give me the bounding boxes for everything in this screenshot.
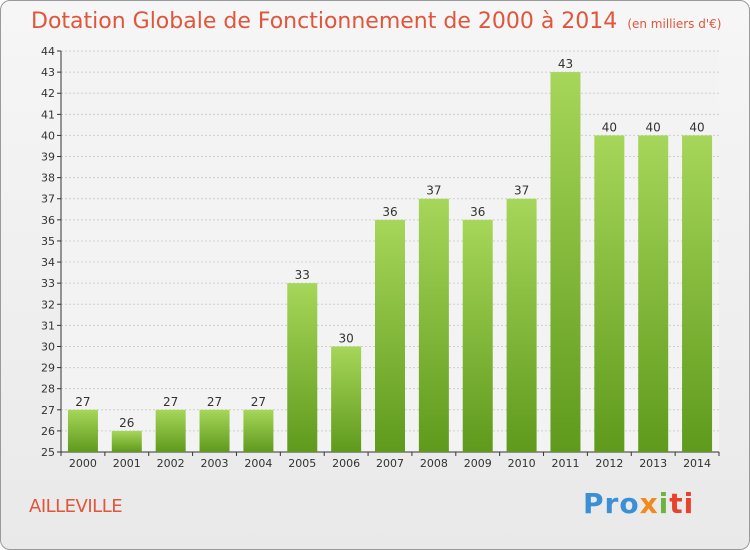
x-tick-label: 2000 xyxy=(69,457,97,470)
y-tick-label: 36 xyxy=(41,214,55,227)
y-tick-label: 26 xyxy=(41,425,55,438)
y-tick-label: 39 xyxy=(41,151,55,164)
data-label: 43 xyxy=(558,57,573,71)
data-label: 30 xyxy=(338,331,353,345)
data-label: 37 xyxy=(426,184,441,198)
data-label: 27 xyxy=(75,395,90,409)
data-label: 27 xyxy=(251,395,266,409)
chart-title: Dotation Globale de Fonctionnement de 20… xyxy=(31,9,721,34)
x-tick-label: 2003 xyxy=(201,457,229,470)
bar xyxy=(331,346,362,452)
bar xyxy=(506,198,537,452)
x-tick-label: 2009 xyxy=(464,457,492,470)
y-tick-label: 31 xyxy=(41,319,55,332)
x-tick-label: 2002 xyxy=(157,457,185,470)
bar xyxy=(155,409,186,452)
proxiti-logo: Proxiti xyxy=(583,487,694,520)
x-tick-label: 2004 xyxy=(244,457,272,470)
y-tick-label: 28 xyxy=(41,383,55,396)
y-tick-label: 32 xyxy=(41,298,55,311)
data-label: 33 xyxy=(295,268,310,282)
chart-title-text: Dotation Globale de Fonctionnement de 20… xyxy=(31,9,618,34)
x-tick-label: 2010 xyxy=(508,457,536,470)
bar xyxy=(287,283,318,452)
y-tick-label: 34 xyxy=(41,256,55,269)
y-tick-label: 44 xyxy=(41,45,55,58)
x-tick-label: 2006 xyxy=(332,457,360,470)
y-tick-label: 38 xyxy=(41,172,55,185)
bar xyxy=(243,409,274,452)
x-tick-label: 2008 xyxy=(420,457,448,470)
data-label: 36 xyxy=(470,205,485,219)
commune-name: AILLEVILLE xyxy=(29,496,123,517)
logo-part-1: Pro xyxy=(583,487,640,520)
x-tick-label: 2012 xyxy=(595,457,623,470)
bar xyxy=(594,135,625,452)
y-tick-label: 42 xyxy=(41,87,55,100)
logo-part-2: x xyxy=(639,487,659,520)
y-tick-label: 25 xyxy=(41,446,55,459)
bar xyxy=(550,72,581,453)
data-label: 40 xyxy=(602,120,617,134)
y-tick-label: 41 xyxy=(41,108,55,121)
data-label: 27 xyxy=(207,395,222,409)
x-tick-label: 2005 xyxy=(288,457,316,470)
bar xyxy=(418,198,449,452)
bar xyxy=(682,135,713,452)
data-label: 36 xyxy=(382,205,397,219)
bar xyxy=(199,409,230,452)
x-tick-label: 2013 xyxy=(639,457,667,470)
logo-part-4: ti xyxy=(669,487,695,520)
bar xyxy=(375,219,405,452)
bar xyxy=(462,219,493,452)
bar xyxy=(638,135,669,452)
y-tick-label: 29 xyxy=(41,362,55,375)
y-tick-label: 43 xyxy=(41,66,55,79)
y-tick-label: 37 xyxy=(41,193,55,206)
data-label: 37 xyxy=(514,184,529,198)
logo-part-3: i xyxy=(658,487,670,520)
data-label: 40 xyxy=(646,120,661,134)
y-tick-label: 27 xyxy=(41,404,55,417)
y-tick-label: 33 xyxy=(41,277,55,290)
bar xyxy=(67,409,98,452)
data-label: 26 xyxy=(119,416,134,430)
data-label: 40 xyxy=(689,120,704,134)
y-tick-label: 30 xyxy=(41,340,55,353)
y-tick-label: 35 xyxy=(41,235,55,248)
x-tick-label: 2011 xyxy=(551,457,579,470)
x-tick-label: 2001 xyxy=(113,457,141,470)
x-tick-label: 2014 xyxy=(683,457,711,470)
data-label: 27 xyxy=(163,395,178,409)
chart-unit: (en milliers d'€) xyxy=(627,17,722,31)
bar xyxy=(111,430,142,452)
x-tick-label: 2007 xyxy=(376,457,404,470)
y-tick-label: 40 xyxy=(41,129,55,142)
